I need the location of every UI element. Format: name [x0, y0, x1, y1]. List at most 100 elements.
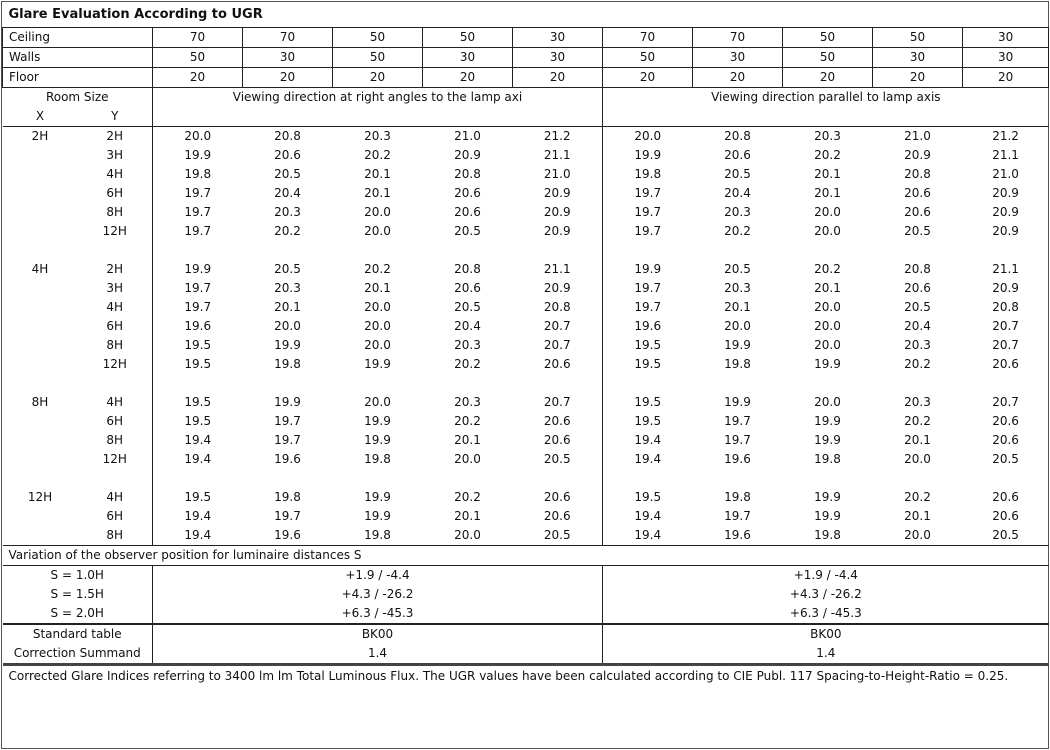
reflectance-value: 70: [692, 27, 783, 48]
ugr-value: 20.2: [814, 148, 841, 162]
ugr-value: 19.7: [602, 298, 693, 317]
ugr-value: 19.5: [152, 488, 243, 507]
standard-table-label: Standard table: [2, 623, 153, 644]
ugr-value: 20.0: [364, 300, 391, 314]
ugr-value: 19.8: [602, 165, 693, 184]
ugr-value: 20.9: [543, 205, 571, 219]
ugr-value: 21.0: [422, 126, 513, 146]
ugr-value: 20.0: [364, 395, 391, 409]
footnote-row: Corrected Glare Indices referring to 340…: [2, 663, 1049, 722]
ugr-value: 20.6: [904, 205, 931, 219]
ugr-value: 20.9: [992, 281, 1019, 295]
variation-right-angles: +6.3 / -45.3: [152, 604, 603, 624]
room-y: 4H: [106, 490, 124, 504]
table-row: 8H 4H 19.5 19.9 20.0 20.3 20.7 19.5 19.9 20.0 20.3…: [3, 393, 1049, 412]
room-x: [3, 165, 78, 184]
room-y: 8H: [106, 433, 124, 447]
ugr-value: 20.6: [454, 186, 481, 200]
spacer: [152, 107, 603, 127]
ugr-value: 19.7: [152, 222, 243, 241]
ugr-value: 19.9: [724, 338, 751, 352]
ugr-value: 19.8: [814, 528, 841, 542]
ugr-value: 20.1: [364, 186, 391, 200]
room-x: [3, 146, 78, 165]
variation-right-angles: +1.9 / -4.4: [152, 565, 603, 585]
ugr-value: 19.9: [602, 146, 693, 165]
ugr-value: 19.9: [814, 433, 841, 447]
ugr-value: 19.5: [602, 412, 693, 431]
reflectance-value: 20: [602, 67, 693, 88]
table-row: 8H 19.7 20.3 20.0 20.6 20.9 19.7 20.3 20.0 20.6 20…: [3, 203, 1049, 222]
ugr-value: 20.6: [543, 357, 571, 371]
ugr-value: 20.0: [152, 126, 243, 146]
ugr-value: 20.0: [602, 126, 693, 146]
y-header: Y: [111, 109, 119, 123]
ugr-value: 19.9: [602, 260, 693, 279]
reflectance-value: 30: [961, 47, 1050, 68]
ugr-value: 20.7: [992, 338, 1019, 352]
ugr-value: 19.7: [152, 203, 243, 222]
reflectance-value: 20: [422, 67, 513, 88]
reflectance-value: 30: [872, 47, 963, 68]
ugr-value: 21.2: [512, 126, 603, 146]
room-y: 6H: [106, 186, 124, 200]
ugr-value: 19.5: [152, 393, 243, 412]
ugr-value: 20.5: [274, 262, 301, 276]
ugr-value: 20.0: [814, 338, 841, 352]
ugr-value: 19.5: [602, 355, 693, 374]
ugr-value: 20.6: [992, 490, 1019, 504]
ugr-value: 19.9: [274, 395, 301, 409]
ugr-value: 19.9: [364, 490, 391, 504]
table-row: 4H 19.7 20.1 20.0 20.5 20.8 19.7 20.1 20.0 20.5 20…: [3, 298, 1049, 317]
table-row: 8H 19.5 19.9 20.0 20.3 20.7 19.5 19.9 20.0 20.3 20…: [3, 336, 1049, 355]
ugr-value: 20.6: [992, 357, 1019, 371]
room-y: 4H: [106, 395, 124, 409]
ugr-value: 20.9: [992, 186, 1019, 200]
ugr-value: 19.7: [602, 279, 693, 298]
ugr-value: 19.7: [152, 298, 243, 317]
table-row: 4H 19.8 20.5 20.1 20.8 21.0 19.8 20.5 20.1 20.8 21…: [3, 165, 1049, 184]
room-x: [3, 203, 78, 222]
table-row: 12H 19.5 19.8 19.9 20.2 20.6 19.5 19.8 19.9 20.2 2…: [3, 355, 1049, 374]
room-y: 12H: [102, 224, 127, 238]
ugr-value: 21.0: [872, 126, 963, 146]
ugr-value: 19.8: [274, 490, 301, 504]
room-x: [3, 184, 78, 203]
ugr-value: 19.7: [602, 222, 693, 241]
ugr-value: 19.9: [152, 146, 243, 165]
ugr-value: 19.9: [274, 338, 301, 352]
room-x: [3, 336, 78, 355]
variation-right-angles: +4.3 / -26.2: [152, 585, 603, 604]
ugr-value: 20.2: [274, 224, 301, 238]
ugr-value: 20.2: [724, 224, 751, 238]
ugr-value: 19.5: [602, 393, 693, 412]
header-row: Room Size Viewing direction at right angl…: [2, 87, 1049, 107]
ugr-value: 19.7: [274, 433, 301, 447]
ugr-value: 21.0: [543, 167, 571, 181]
ugr-value: 20.9: [543, 224, 571, 238]
ugr-value: 19.4: [152, 450, 243, 469]
room-x: [3, 450, 78, 469]
spacer: [152, 241, 603, 260]
ugr-value: 19.4: [602, 526, 693, 546]
variation-row: S = 1.0H +1.9 / -4.4 +1.9 / -4.4: [3, 565, 1049, 585]
room-y: 8H: [106, 205, 124, 219]
ugr-value: 20.0: [904, 452, 931, 466]
ugr-value: 20.2: [904, 490, 931, 504]
reflectance-label: Ceiling: [2, 27, 153, 48]
ugr-value: 20.9: [454, 148, 481, 162]
ugr-value: 20.6: [904, 281, 931, 295]
reflectance-value: 50: [422, 27, 513, 48]
table-row: 6H 19.7 20.4 20.1 20.6 20.9 19.7 20.4 20.1 20.6 20…: [3, 184, 1049, 203]
ugr-value: 19.9: [364, 433, 391, 447]
reflectance-value: 70: [242, 27, 333, 48]
variation-parallel: +1.9 / -4.4: [601, 565, 1049, 585]
room-y: 12H: [102, 357, 127, 371]
ugr-value: 20.9: [543, 281, 571, 295]
correction-summand-label: Correction Summand: [13, 646, 141, 660]
ugr-value: 20.5: [724, 262, 751, 276]
ugr-value: 20.6: [904, 186, 931, 200]
ugr-value: 19.8: [364, 528, 391, 542]
reflectance-value: 50: [782, 27, 873, 48]
ugr-value: 20.1: [814, 281, 841, 295]
